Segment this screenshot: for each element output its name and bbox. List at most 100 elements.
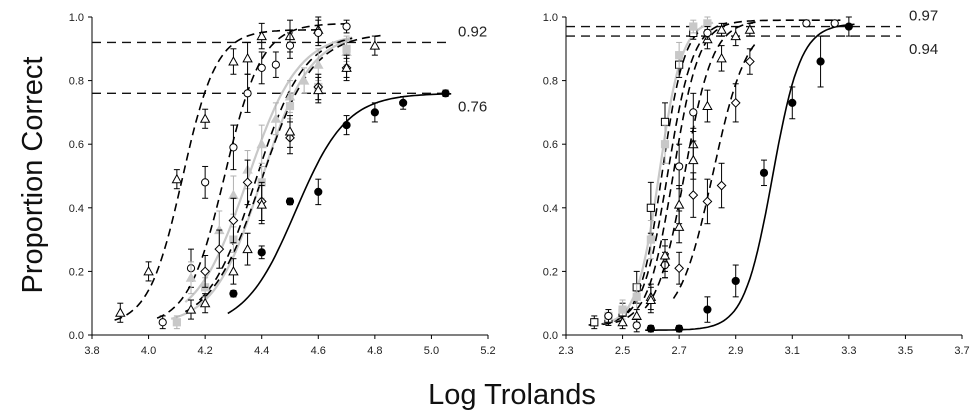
data-point-series-2 [271, 60, 280, 69]
data-point-series-5 [730, 30, 741, 41]
y-tick-label: 0.6 [69, 139, 84, 151]
data-point-series-1 [646, 203, 655, 212]
y-tick-label: 0.0 [69, 330, 84, 342]
data-point-series-5 [200, 266, 211, 277]
data-point-series-5 [659, 250, 671, 260]
x-axis-label: Log Trolands [428, 379, 596, 411]
fit-curve-series-2 [602, 21, 714, 325]
x-tick-label: 4.2 [197, 345, 212, 357]
data-point-series-2 [285, 41, 295, 50]
data-point-series-6 [313, 84, 324, 95]
data-point-series-2 [660, 140, 670, 149]
data-point-series-1 [228, 56, 239, 66]
data-point-series-6 [228, 265, 239, 276]
data-point-series-4 [342, 44, 351, 53]
data-point-series-7 [759, 168, 769, 177]
x-tick-label: 5.2 [480, 345, 495, 357]
data-point-series-7 [441, 89, 450, 98]
data-point-series-2 [632, 292, 641, 301]
data-point-series-5 [673, 221, 685, 231]
data-point-series-5 [716, 52, 727, 63]
data-point-series-5 [214, 244, 225, 255]
data-point-series-6 [716, 180, 727, 191]
data-point-series-7 [816, 57, 825, 66]
data-point-series-3 [617, 316, 628, 327]
fit-curve-series-3 [184, 36, 353, 303]
x-tick-label: 3.7 [954, 345, 969, 357]
data-point-series-4 [675, 162, 684, 171]
data-point-series-7 [703, 305, 712, 314]
y-tick-label: 0.8 [69, 76, 84, 88]
fit-curve-series-1 [114, 29, 324, 321]
data-point-series-6 [744, 56, 755, 67]
data-point-series-7 [229, 289, 238, 298]
data-point-series-6 [199, 297, 211, 308]
x-tick-label: 4.6 [311, 345, 326, 357]
x-tick-label: 4.8 [367, 345, 382, 357]
y-tick-label: 0.2 [543, 266, 558, 278]
data-point-series-7 [731, 276, 740, 286]
data-point-series-7 [844, 22, 853, 31]
x-tick-label: 3.5 [898, 345, 913, 357]
reference-line-label: 0.92 [458, 23, 487, 40]
data-point-series-2 [703, 19, 712, 28]
x-tick-label: 2.5 [615, 345, 630, 357]
data-point-series-7 [342, 121, 351, 130]
y-tick-label: 0.8 [543, 76, 558, 88]
x-tick-label: 4.0 [141, 345, 156, 357]
data-point-series-4 [830, 19, 839, 28]
data-point-series-4 [689, 108, 698, 117]
data-point-series-4 [172, 318, 181, 327]
x-tick-label: 3.1 [785, 345, 800, 357]
fit-curve-series-7 [227, 93, 452, 315]
data-point-series-6 [341, 62, 352, 72]
fit-curve-series-3 [616, 22, 728, 321]
data-point-series-3 [298, 75, 310, 85]
x-tick-label: 2.3 [558, 345, 573, 357]
data-point-series-7 [370, 108, 379, 117]
left-panel: 0.0 0.2 0.4 0.6 0.8 1.0 3.8 4.0 4.2 4.4 4.6 4.8 5.0 5… [69, 12, 496, 357]
data-point-series-5 [688, 154, 699, 165]
reference-line-label: 0.97 [909, 8, 938, 25]
data-point-series-7 [314, 187, 323, 196]
data-point-series-2 [675, 51, 684, 60]
fit-curve-series-6 [672, 42, 757, 299]
data-point-series-2 [342, 22, 351, 31]
data-point-series-2 [201, 178, 210, 187]
data-point-series-2 [314, 28, 323, 38]
data-point-series-6 [242, 243, 253, 254]
x-tick-label: 4.4 [254, 345, 269, 357]
data-point-series-2 [229, 143, 238, 152]
fit-curve-series-5 [644, 21, 756, 309]
reference-line-label: 0.94 [909, 41, 938, 58]
data-point-series-5 [242, 177, 253, 188]
x-tick-label: 2.7 [671, 345, 686, 357]
data-point-series-2 [257, 63, 266, 72]
data-point-series-3 [185, 272, 197, 282]
y-tick-label: 0.4 [69, 203, 84, 215]
right-panel: 0.0 0.2 0.4 0.6 0.8 1.0 2.3 2.5 2.7 2.9 3.1 3.3 3.5 3… [543, 8, 970, 357]
data-point-series-7 [788, 98, 797, 107]
data-point-series-6 [702, 196, 713, 207]
data-point-series-7 [675, 324, 684, 333]
fit-curve-series-4 [602, 19, 841, 326]
data-point-series-7 [646, 324, 655, 333]
data-point-series-1 [242, 52, 253, 63]
data-point-series-6 [369, 40, 381, 50]
data-point-series-5 [645, 294, 657, 305]
fit-curve-series-6 [184, 34, 381, 313]
data-point-series-1 [171, 173, 183, 184]
data-point-series-1 [199, 113, 211, 123]
data-point-series-1 [590, 318, 599, 327]
data-point-series-4 [632, 321, 641, 330]
data-point-series-7 [257, 248, 266, 257]
data-point-series-6 [688, 190, 699, 200]
reference-line-label: 0.76 [458, 98, 487, 115]
x-tick-label: 2.9 [728, 345, 743, 357]
data-point-series-4 [604, 311, 613, 321]
x-tick-label: 3.3 [841, 345, 856, 357]
data-point-series-5 [228, 215, 239, 226]
data-point-series-4 [802, 19, 811, 28]
data-point-series-6 [256, 199, 267, 209]
